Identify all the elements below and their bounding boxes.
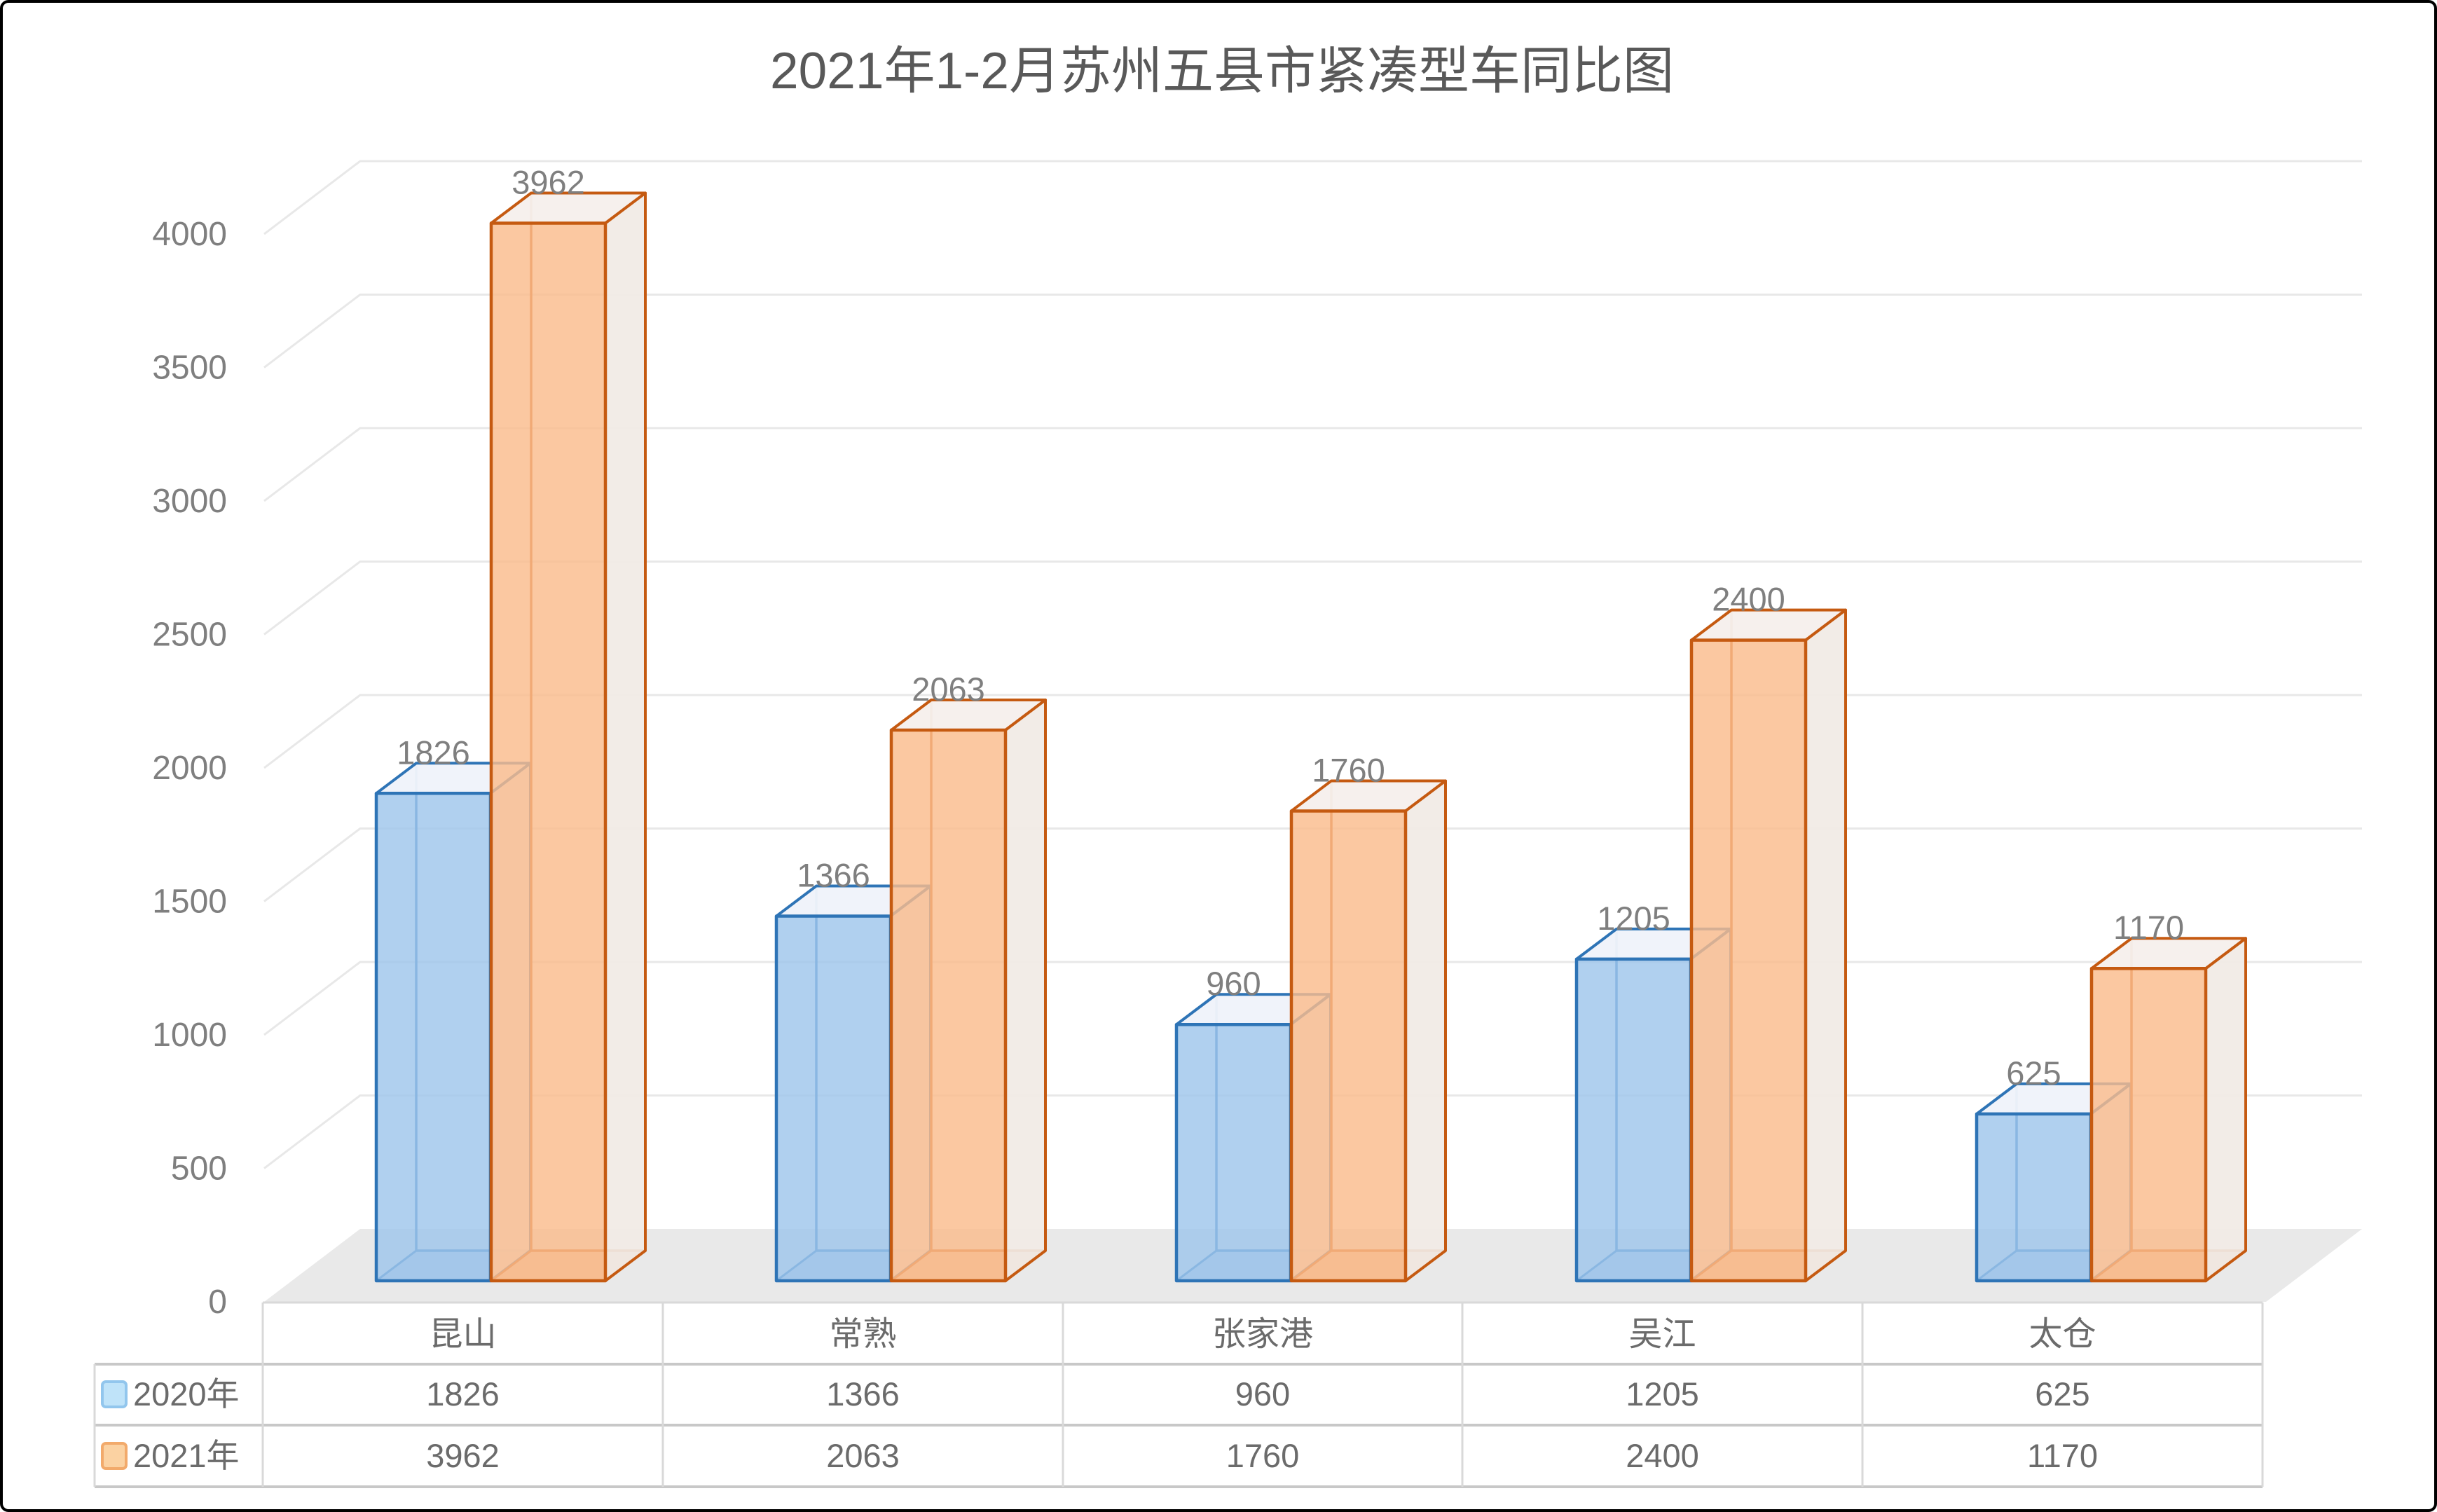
legend-label-2020年: 2020年 xyxy=(133,1375,240,1413)
data-label-2021年-吴江: 2400 xyxy=(1712,581,1785,618)
data-label-2020年-昆山: 1826 xyxy=(397,734,470,771)
table-header-太仓: 太仓 xyxy=(2028,1316,2096,1353)
data-label-2020年-常熟: 1366 xyxy=(797,857,870,894)
bar-2021年-吴江[interactable] xyxy=(1689,608,1847,1283)
bar-front-face xyxy=(374,792,493,1283)
table-cell-2020年-昆山: 1826 xyxy=(426,1375,500,1413)
table-cell-2020年-常熟: 1366 xyxy=(826,1375,900,1413)
table-cell-2021年-太仓: 1170 xyxy=(2027,1437,2098,1474)
y-axis-tick-label: 2500 xyxy=(152,617,227,654)
bar-front-face xyxy=(489,221,607,1283)
y-axis-tick-label: 0 xyxy=(208,1284,227,1321)
bar-side-face xyxy=(1404,779,1447,1282)
data-label-2021年-昆山: 3962 xyxy=(512,163,585,200)
table-cell-2021年-昆山: 3962 xyxy=(426,1437,500,1474)
bar-front-face xyxy=(2089,966,2208,1283)
table-cell-2020年-太仓: 625 xyxy=(2035,1375,2089,1413)
bar-2021年-太仓[interactable] xyxy=(2089,937,2247,1283)
legend-swatch-2021年 xyxy=(101,1442,128,1470)
bar-front-face xyxy=(1975,1112,2093,1283)
bar-front-face xyxy=(1289,809,1408,1283)
table-header-常熟: 常熟 xyxy=(829,1316,896,1353)
y-axis-tick-label: 2000 xyxy=(152,750,227,787)
gridline xyxy=(263,561,2362,635)
table-header-张家港: 张家港 xyxy=(1212,1316,1313,1353)
gridline xyxy=(263,294,2362,369)
data-label-2021年-常熟: 2063 xyxy=(912,671,985,708)
chart-generated-content: 0 500 1000 1500 2000 2500 3000 3500 4000 1826 3962… xyxy=(93,160,2362,1488)
table-cell-2021年-张家港: 1760 xyxy=(1226,1437,1300,1474)
table-cell-2020年-张家港: 960 xyxy=(1235,1375,1290,1413)
bar-2021年-张家港[interactable] xyxy=(1289,779,1447,1283)
y-axis-tick-label: 1000 xyxy=(152,1017,227,1054)
gridline xyxy=(263,427,2362,502)
table-header-吴江: 吴江 xyxy=(1628,1316,1696,1353)
bar-side-face xyxy=(1804,608,1847,1282)
bar-front-face xyxy=(1689,638,1808,1283)
bar-side-face xyxy=(2204,937,2247,1282)
data-label-2021年-张家港: 1760 xyxy=(1312,751,1385,788)
table-header-昆山: 昆山 xyxy=(429,1316,496,1353)
bar-side-face xyxy=(1004,698,1047,1282)
legend-label-2021年: 2021年 xyxy=(133,1437,240,1474)
y-axis-tick-label: 4000 xyxy=(152,216,227,253)
data-label-2020年-吴江: 1205 xyxy=(1597,900,1670,937)
table-cell-2021年-吴江: 2400 xyxy=(1626,1437,1699,1474)
data-label-2020年-太仓: 625 xyxy=(2006,1054,2061,1092)
data-label-2021年-太仓: 1170 xyxy=(2113,909,2184,946)
legend-swatch-2020年 xyxy=(101,1380,128,1408)
gridline xyxy=(263,160,2362,235)
y-axis-tick-label: 3500 xyxy=(152,350,227,387)
bar-front-face xyxy=(774,914,893,1283)
table-cell-2021年-常熟: 2063 xyxy=(826,1437,900,1474)
bar-front-face xyxy=(1174,1022,1293,1283)
bar-front-face xyxy=(889,728,1008,1283)
bar-2021年-昆山[interactable] xyxy=(489,191,647,1283)
bar-2021年-常熟[interactable] xyxy=(889,698,1047,1283)
bar-front-face xyxy=(1574,957,1693,1283)
chart-title: 2021年1-2月苏州五县市紧凑型车同比图 xyxy=(770,43,1674,99)
y-axis-tick-label: 3000 xyxy=(152,483,227,520)
y-axis-tick-label: 1500 xyxy=(152,884,227,921)
table-cell-2020年-吴江: 1205 xyxy=(1626,1375,1699,1413)
data-label-2020年-张家港: 960 xyxy=(1206,965,1261,1002)
bar-side-face xyxy=(604,191,647,1282)
3d-bar-chart: 0 500 1000 1500 2000 2500 3000 3500 4000 1826 3962… xyxy=(93,43,2362,1488)
y-axis-tick-label: 500 xyxy=(171,1150,227,1188)
